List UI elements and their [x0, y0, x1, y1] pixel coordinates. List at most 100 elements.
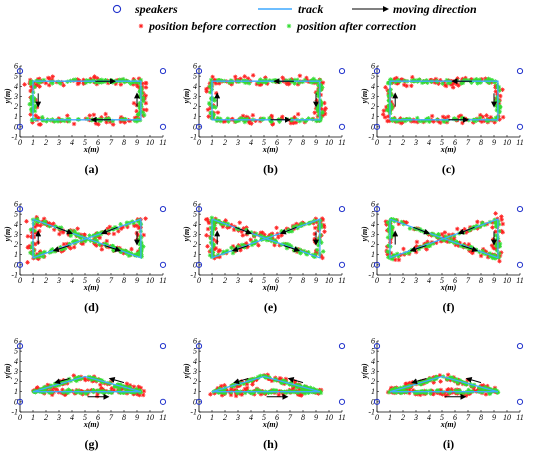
x-axis-label: x(m): [262, 283, 279, 292]
y-tick-label: 3: [192, 92, 197, 101]
speaker-marker: [516, 261, 524, 268]
scatter-point-after: [260, 79, 265, 85]
x-axis-label: x(m): [440, 145, 457, 154]
scatter-point-before: [320, 255, 325, 261]
x-tick-label: 4: [249, 276, 253, 285]
x-tick-label: 0: [197, 276, 201, 285]
x-tick-label: 9: [492, 413, 496, 422]
scatter-point-before: [37, 84, 42, 89]
speaker-circle-icon: [112, 4, 122, 14]
scatter-point-after: [244, 116, 250, 122]
x-tick-label: 1: [210, 276, 214, 285]
y-tick-label: 1: [193, 387, 197, 396]
x-tick-label: 8: [122, 276, 126, 285]
y-tick-label: 3: [13, 92, 18, 101]
y-tick-label: 6: [193, 337, 197, 346]
y-tick-label: 4: [14, 82, 18, 91]
scatter-point-after: [31, 248, 36, 253]
scatter-point-before: [323, 106, 328, 111]
scatter-point-before: [312, 110, 317, 115]
x-tick-label: 1: [388, 413, 392, 422]
y-axis-label: y(m): [3, 88, 12, 104]
x-tick-label: 9: [314, 138, 318, 147]
scatter-point-after: [206, 100, 212, 106]
scatter-point-after: [494, 94, 500, 100]
scatter-point-after: [267, 78, 273, 83]
scatter-point-after: [260, 116, 265, 122]
x-tick-label: 0: [18, 413, 22, 422]
y-tick-label: 6: [371, 62, 375, 71]
track-line: [211, 218, 321, 259]
y-tick-label: 3: [192, 230, 197, 239]
scatter-point-before: [205, 244, 210, 249]
x-tick-label: 9: [135, 413, 139, 422]
scatter-point-before: [322, 100, 327, 106]
x-tick-label: 9: [492, 276, 496, 285]
x-tick-label: 4: [427, 413, 431, 422]
speaker-marker: [159, 67, 167, 75]
x-tick-label: 7: [288, 138, 293, 147]
y-tick-label: -1: [368, 133, 375, 142]
scatter-point-before: [383, 85, 388, 90]
scatter-point-before: [490, 225, 495, 230]
scatter-point-before: [135, 84, 140, 89]
legend-label-speakers: speakers: [134, 2, 178, 16]
asterisk-red-icon: [138, 23, 144, 29]
x-tick-label: 1: [31, 413, 35, 422]
x-tick-label: 8: [479, 413, 483, 422]
x-tick-label: 3: [413, 138, 418, 147]
y-tick-label: -1: [11, 408, 18, 417]
scatter-point-before: [129, 246, 134, 252]
scatter-point-before: [396, 257, 402, 263]
y-tick-label: 6: [371, 337, 375, 346]
x-tick-label: 9: [314, 276, 318, 285]
x-tick-label: 4: [427, 276, 431, 285]
x-tick-label: 8: [479, 276, 483, 285]
scatter-point-before: [381, 108, 387, 113]
scatter-point-after: [207, 84, 213, 89]
scatter-point-before: [71, 121, 77, 127]
y-tick-label: 1: [14, 112, 18, 121]
x-tick-label: 2: [44, 276, 48, 285]
scatter-point-before: [131, 101, 137, 106]
scatter-point-before: [493, 211, 498, 216]
x-axis-label: x(m): [83, 420, 100, 429]
y-tick-label: 6: [14, 200, 18, 209]
y-tick-label: 4: [14, 357, 18, 366]
legend: speakers track moving direction position…: [112, 2, 477, 33]
y-tick-label: 5: [14, 72, 18, 81]
scatter-point-before: [96, 122, 101, 127]
x-tick-label: 10: [146, 276, 154, 285]
x-tick-label: 10: [146, 413, 154, 422]
y-tick-label: -1: [368, 271, 375, 280]
y-tick-label: -1: [190, 133, 197, 142]
scatter-point-after: [141, 98, 146, 104]
y-tick-label: 5: [14, 347, 18, 356]
panel-label: (c): [442, 162, 455, 176]
x-tick-label: 9: [135, 138, 139, 147]
x-tick-label: 11: [338, 276, 345, 285]
x-tick-label: 9: [135, 276, 139, 285]
y-tick-label: 5: [371, 72, 375, 81]
scatter-point-before: [409, 83, 414, 88]
x-tick-label: 1: [210, 413, 214, 422]
scatter-point-after: [386, 89, 392, 94]
x-tick-label: 9: [314, 413, 318, 422]
x-axis-label: x(m): [440, 420, 457, 429]
scatter-point-before: [43, 80, 49, 86]
y-tick-label: 1: [371, 387, 375, 396]
scatter-point-before: [484, 113, 489, 118]
x-tick-label: 4: [70, 413, 74, 422]
scatter-point-before: [76, 79, 82, 85]
speaker-marker: [338, 123, 346, 130]
x-tick-label: 0: [197, 413, 201, 422]
y-tick-label: 6: [193, 200, 197, 209]
series-after-correction: [31, 374, 144, 396]
panel-label: (i): [443, 437, 454, 451]
scatter-point-before: [111, 231, 117, 237]
y-tick-label: 6: [14, 62, 18, 71]
scatter-point-before: [36, 122, 42, 127]
